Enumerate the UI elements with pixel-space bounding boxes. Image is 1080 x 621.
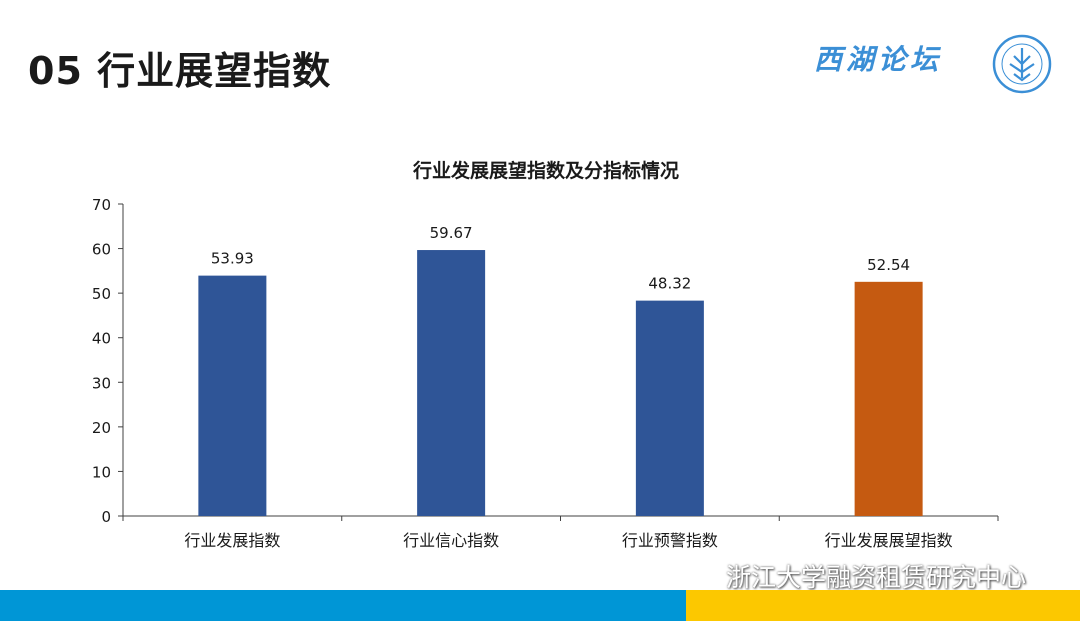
- y-tick-label: 10: [92, 463, 111, 481]
- forum-seal-logo-icon: [992, 34, 1052, 94]
- footer-bar-blue: [0, 590, 686, 621]
- x-tick-label: 行业发展指数: [184, 531, 280, 550]
- footer-bar-yellow: [686, 590, 1080, 621]
- chart-title: 行业发展展望指数及分指标情况: [412, 159, 679, 182]
- y-tick-label: 0: [101, 508, 111, 526]
- y-tick-label: 50: [92, 285, 111, 303]
- wechat-icon: [682, 568, 717, 590]
- data-label: 59.67: [430, 224, 473, 242]
- x-tick-label: 行业发展展望指数: [825, 531, 953, 550]
- x-tick-label: 行业信心指数: [403, 531, 499, 550]
- y-tick-label: 30: [92, 374, 111, 392]
- y-tick-label: 60: [92, 241, 111, 259]
- data-label: 52.54: [867, 256, 910, 274]
- watermark-text: 浙江大学融资租赁研究中心: [726, 563, 1027, 592]
- bar: [854, 281, 923, 516]
- y-tick-label: 70: [92, 196, 111, 214]
- data-label: 53.93: [211, 250, 254, 268]
- brand-name: 西湖论坛: [814, 43, 943, 76]
- bar: [198, 275, 267, 516]
- data-label: 48.32: [648, 275, 691, 293]
- y-tick-label: 40: [92, 330, 111, 348]
- bar: [417, 250, 486, 516]
- slide-title: 05 行业展望指数: [28, 49, 332, 93]
- watermark: 浙江大学融资租赁研究中心: [680, 558, 1026, 594]
- y-tick-label: 20: [92, 419, 111, 437]
- bar: [635, 300, 704, 516]
- x-tick-label: 行业预警指数: [622, 531, 718, 550]
- bar-chart: 行业发展展望指数及分指标情况 0 10 20 30 40 50 60 70 53.93 行业发展…: [92, 159, 999, 550]
